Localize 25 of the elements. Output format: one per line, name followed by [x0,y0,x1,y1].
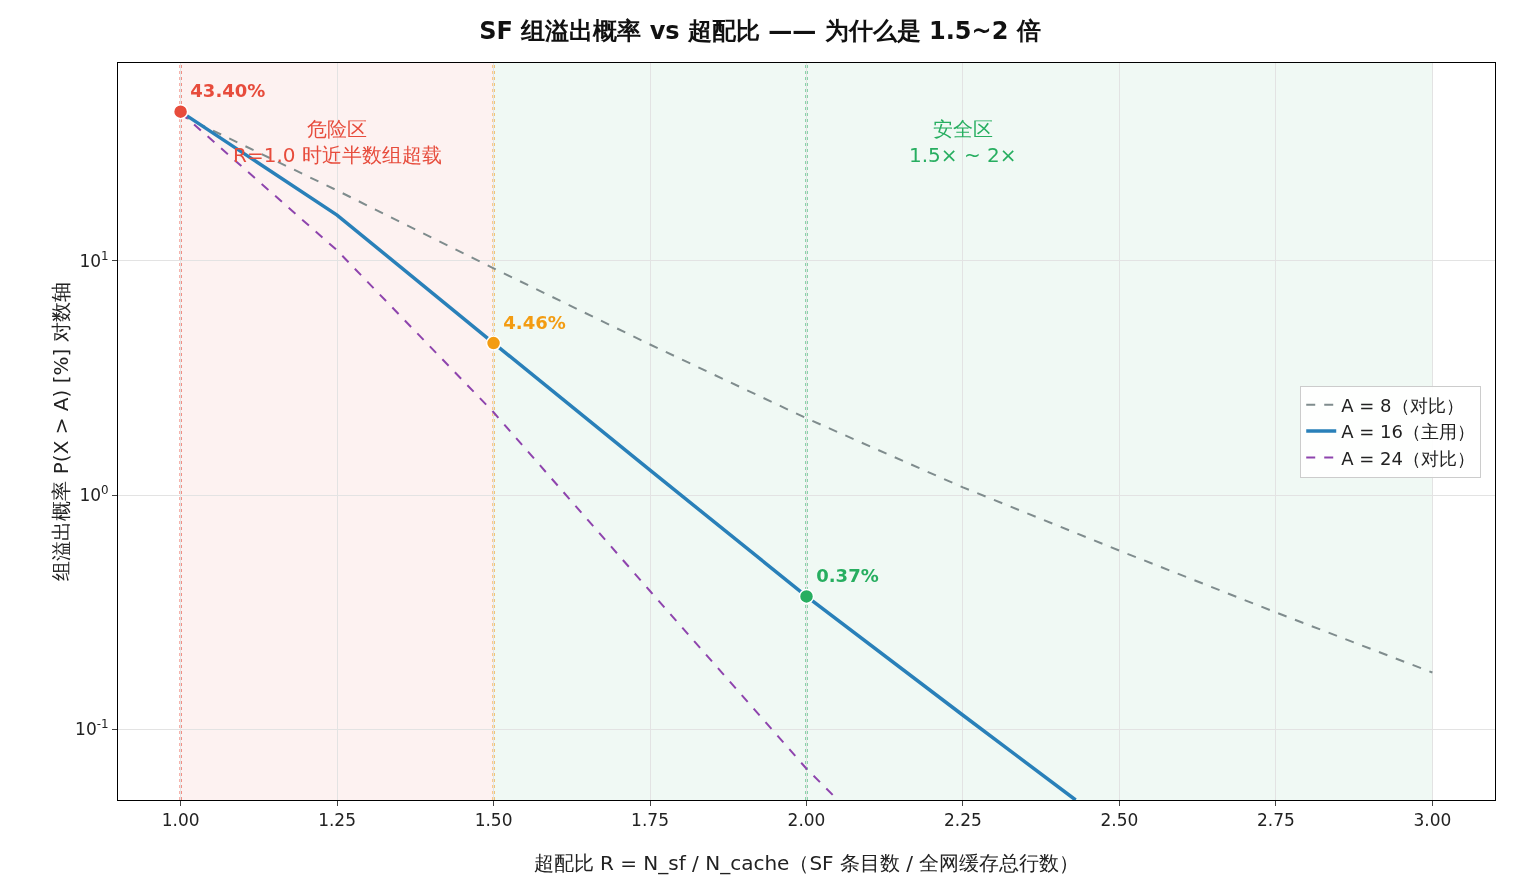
y-tick-label: 10$^{0}$ [79,483,109,506]
x-tick-label: 1.25 [318,810,356,831]
data-label: 43.40% [190,80,266,102]
y-tick-label: 10$^{-1}$ [75,717,109,740]
x-axis-title: 超配比 R = N_sf / N_cache（SF 条目数 / 全网缓存总行数） [533,851,1080,875]
x-tick-label: 1.50 [474,810,513,831]
x-tick-label: 3.00 [1413,810,1452,831]
x-tick-label: 1.75 [631,810,669,831]
x-tick-label: 2.50 [1100,810,1139,831]
x-tick-label: 1.00 [161,810,200,831]
legend-label: A = 16（主用） [1341,421,1475,443]
x-tick-label: 2.25 [944,810,982,831]
data-label: 4.46% [503,311,566,333]
x-tick-label: 2.75 [1257,810,1295,831]
x-tick-label: 2.00 [787,810,826,831]
band-label: 安全区 1.5× ~ 2× [909,117,1017,167]
chart-title: SF 组溢出概率 vs 超配比 —— 为什么是 1.5~2 倍 [479,17,1041,46]
legend-label: A = 24（对比） [1341,447,1475,469]
point [172,103,189,120]
y-tick-label: 10$^{1}$ [79,248,109,271]
y-axis-title: 组溢出概率 P(X > A) [%] 对数轴 [49,282,73,581]
point [485,335,502,351]
data-label: 0.37% [816,565,879,587]
point [798,588,815,605]
legend-label: A = 8（对比） [1341,394,1464,416]
